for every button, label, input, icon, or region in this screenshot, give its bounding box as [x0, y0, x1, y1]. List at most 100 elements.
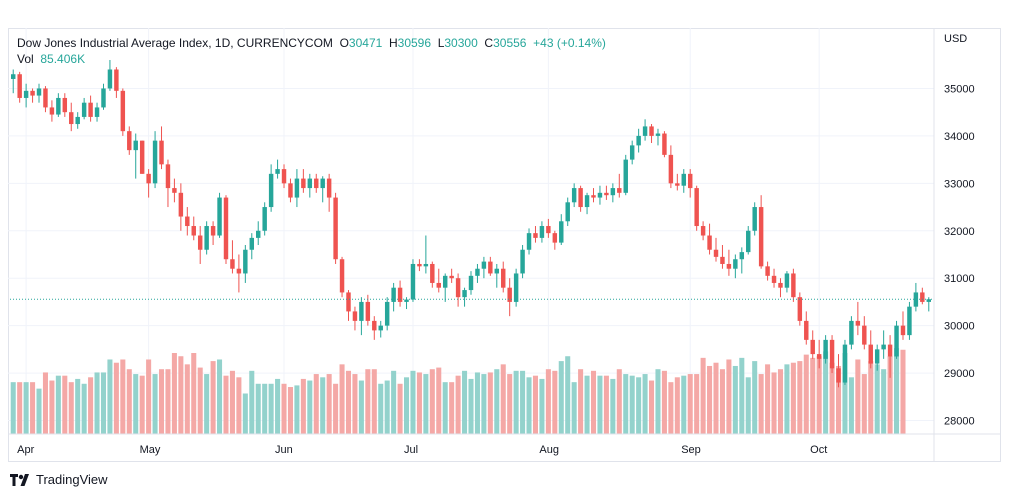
volume-bar [10, 382, 16, 434]
volume-bar [287, 387, 293, 434]
volume-bar [384, 380, 390, 434]
candle-body [62, 97, 68, 113]
volume-bar [139, 375, 145, 434]
candle-body [436, 282, 441, 288]
candle-body [333, 197, 338, 260]
volume-bar [887, 356, 893, 434]
volume-bar [745, 377, 751, 434]
candle-body [578, 188, 583, 208]
candle-body [268, 173, 274, 208]
volume-bar [481, 374, 487, 434]
volume-bar [861, 374, 867, 434]
candle-body [746, 230, 751, 253]
open-value: 30471 [348, 36, 383, 50]
candle-body [926, 299, 931, 302]
candle-body [501, 268, 506, 288]
candle-body [758, 207, 764, 267]
volume-bar [532, 375, 538, 434]
candle-body [855, 320, 861, 326]
y-tick-label: 35000 [944, 83, 975, 95]
candle-body [907, 306, 912, 336]
price-axis[interactable]: 28000 29000 30000 31000 32000 33000 34000 35000 [944, 83, 975, 427]
volume-bar [520, 370, 526, 434]
candle-body [301, 178, 306, 189]
candle-body [442, 275, 448, 288]
candle-body [829, 339, 835, 369]
y-tick-label: 32000 [944, 226, 975, 238]
volume-bar [842, 353, 848, 434]
candle-body [726, 263, 732, 269]
candle-body [384, 301, 390, 326]
candle-body [236, 268, 242, 274]
volume-label[interactable]: Vol [17, 52, 34, 66]
candle-body [146, 173, 151, 184]
candle-body [159, 140, 164, 165]
volume-bar [835, 365, 842, 434]
candle-body [559, 221, 564, 243]
candle-body [75, 116, 80, 125]
candle-body [391, 287, 396, 302]
volume-bar [442, 382, 448, 434]
volume-bar [590, 370, 597, 434]
symbol-title[interactable]: Dow Jones Industrial Average Index, 1D, … [17, 36, 333, 50]
candle-body [636, 135, 641, 146]
candle-body [165, 164, 171, 189]
high-value: 30596 [397, 36, 432, 50]
candle-body [881, 344, 886, 350]
candle-body [230, 259, 235, 269]
candle-body [584, 195, 590, 208]
volume-bar [126, 369, 132, 434]
candle-body [139, 140, 145, 174]
volume-bar [36, 388, 42, 434]
candle-body [94, 107, 100, 117]
candle-body [668, 154, 674, 184]
candle-body [771, 275, 777, 283]
volume-value: 85.406K [40, 52, 86, 66]
candle-body [765, 266, 770, 276]
volume-bar [262, 383, 268, 434]
candle-body [23, 90, 29, 98]
volume-bar [777, 369, 784, 434]
volume-bar [565, 356, 571, 434]
volume-bar [55, 375, 61, 434]
candle-body [842, 344, 848, 383]
candle-body [326, 178, 332, 198]
time-axis[interactable]: Apr May Jun Jul Aug Sep Oct [17, 444, 827, 456]
x-tick-label: May [140, 444, 161, 456]
tradingview-logo-icon [10, 473, 29, 486]
high-label: H [388, 36, 398, 50]
volume-bar [771, 372, 777, 434]
candle-body [823, 339, 828, 359]
volume-bar [423, 374, 429, 434]
volume-bar [823, 351, 829, 434]
candle-body [874, 349, 880, 364]
candle-body [462, 290, 467, 298]
volume-bar [429, 369, 435, 434]
volume-bar [436, 367, 442, 434]
volume-bar [829, 362, 835, 434]
candle-body [56, 97, 61, 115]
currency-label: USD [944, 33, 968, 45]
volume-bar [455, 375, 461, 434]
branding[interactable]: TradingView [10, 472, 108, 487]
volume-bar [152, 374, 158, 434]
candle-body [694, 188, 699, 227]
candle-body [410, 263, 416, 300]
candle-body [488, 261, 493, 274]
volume-bar [68, 382, 74, 434]
volume-bar [649, 380, 655, 434]
candle-body [571, 188, 577, 203]
volume-bar [816, 356, 822, 434]
volume-bar [107, 359, 113, 434]
candle-body [900, 325, 906, 336]
volume-bar [204, 374, 210, 434]
candle-body [913, 292, 919, 307]
candle-body [288, 183, 293, 198]
volume-bar [803, 354, 809, 434]
candle-body [681, 173, 686, 186]
change-value: +43 (+0.14%) [533, 36, 606, 50]
volume-bar [636, 377, 642, 434]
candle-body [30, 90, 35, 96]
volume-bar [545, 369, 551, 434]
